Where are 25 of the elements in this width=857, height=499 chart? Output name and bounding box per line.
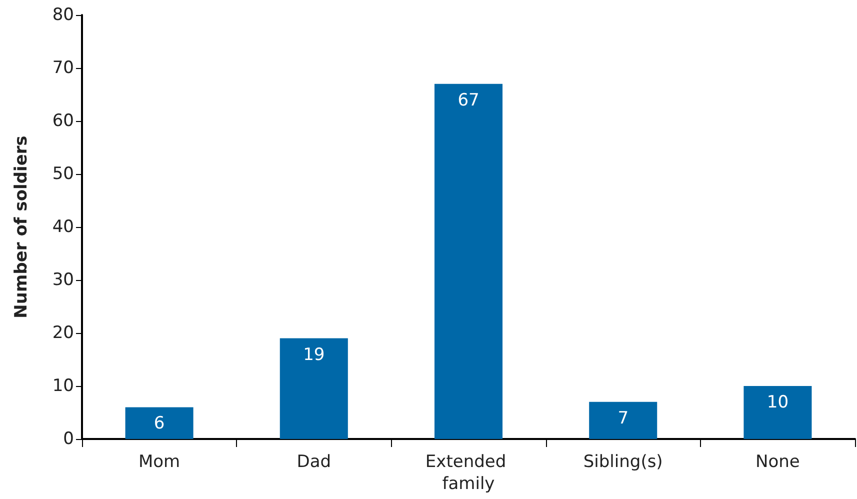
y-tick-label: 40 [52, 217, 74, 237]
y-axis-title: Number of soldiers [12, 136, 32, 318]
data-label: 19 [303, 344, 325, 365]
bar [125, 407, 194, 439]
y-tick-label: 50 [52, 164, 74, 184]
y-tick-label: 70 [52, 58, 74, 78]
data-label: 7 [618, 408, 629, 428]
y-tick-label: 10 [52, 376, 74, 396]
bar [744, 386, 812, 439]
x-tick-label: Sibling(s) [583, 452, 663, 472]
x-tick-label: Dad [296, 452, 332, 472]
y-tick-label: 0 [63, 429, 74, 449]
data-label: 10 [766, 392, 789, 412]
data-label: 6 [154, 414, 165, 434]
x-tick-label: Mom [138, 452, 180, 472]
bar [280, 338, 348, 439]
x-tick-label: None [756, 452, 800, 472]
y-tick-label: 80 [52, 5, 74, 25]
y-tick-label: 30 [52, 270, 74, 290]
bar [434, 84, 503, 439]
data-label: 67 [458, 90, 480, 110]
y-tick-label: 60 [52, 111, 74, 131]
bar [589, 402, 658, 439]
y-tick-label: 20 [52, 323, 74, 343]
x-tick-label: Extended family [425, 452, 512, 494]
